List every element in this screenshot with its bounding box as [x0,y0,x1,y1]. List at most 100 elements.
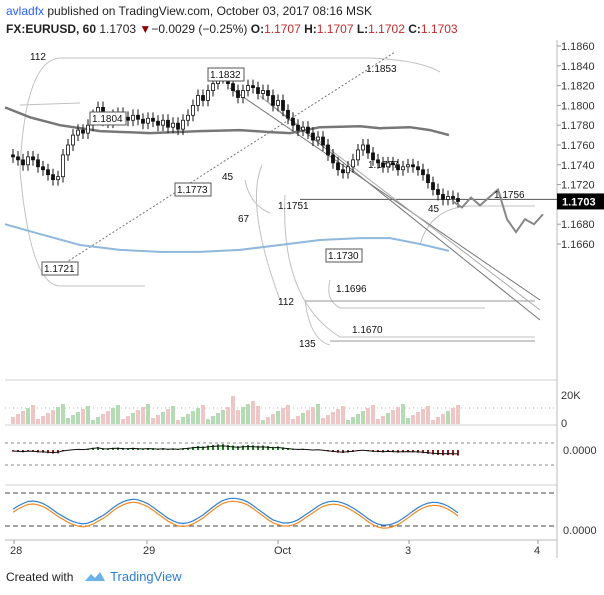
close-value: 1.1703 [420,22,458,36]
volume-bar [226,407,230,424]
candle-body [161,119,165,126]
volume-bar [31,405,35,424]
volume-bar [421,409,425,424]
candle-body [411,164,415,168]
volume-bar [26,408,30,424]
candle-body [81,129,85,134]
candle-body [391,162,395,166]
candle-body [351,159,355,168]
volume-bar [196,408,200,424]
volume-bar [411,415,415,424]
current-price-tag [557,193,604,210]
volume-bar [301,413,305,424]
down-arrow-icon: ▼ [139,22,152,36]
candle-body [311,132,315,141]
price-tick-label: 1.1680 [561,219,595,231]
volume-bar [236,410,240,424]
candle-body [236,90,240,98]
volume-bar [371,405,375,424]
publish-text: published on TradingView.com, October 03… [47,4,373,18]
volume-bar [311,407,315,424]
candle-body [71,134,75,146]
volume-bar [66,418,70,424]
candle-body [266,90,270,96]
volume-bar [106,411,110,424]
volume-bar [131,413,135,424]
cycle-label: 45 [428,204,440,215]
price-label: 1.1777 [368,160,399,171]
ma-dark-line [4,106,450,137]
price-axis[interactable]: 1.1860 1.1840 1.1820 1.1800 1.1780 1.1760 1.17… [557,41,604,251]
price-change: −0.0029 (−0.25%) [151,22,248,36]
time-axis[interactable]: 28 29 Oct 3 4 [10,540,540,557]
candle-body [211,83,215,91]
candle-body [356,149,360,161]
moving-averages [4,106,450,253]
projection-path [452,187,544,234]
candle-body [396,164,400,171]
cycle-curve [419,205,535,246]
current-price-label: 1.1703 [562,196,596,208]
volume-bar [176,420,180,424]
volume-bar [351,417,355,424]
candle-body [376,159,380,164]
time-label: 4 [534,545,540,557]
candle-body [281,100,285,111]
candle-body [331,154,335,164]
volume-bar [296,416,300,424]
time-label: 3 [405,545,411,557]
high-value: 1.1707 [316,22,354,36]
volume-bar [426,406,430,424]
volume-bar [286,405,290,424]
candle-body [321,136,325,146]
volume-bar [386,413,390,424]
indicator-panels: 20K 0 0.0000 0.0000 [5,390,597,537]
volume-bar [186,414,190,424]
tradingview-cloud-icon[interactable] [83,569,107,583]
volume-bar [271,414,275,424]
candle-body [66,144,70,156]
volume-bar [116,405,120,424]
price-tick-label: 1.1840 [561,61,595,73]
projection-line [452,187,544,234]
price-label: 1.1832 [210,70,241,81]
low-label: L: [356,22,369,36]
candle-body [316,136,320,141]
publish-info: avladfx published on TradingView.com, Oc… [6,3,372,19]
candle-body [371,152,375,161]
volume-bar [46,413,50,424]
candle-body [176,122,180,130]
volume-bar [171,406,175,424]
volume-bar [16,414,20,424]
candle-body [416,166,420,171]
candle-body [26,156,30,166]
volume-bar [21,411,25,424]
price-label: 1.1696 [336,284,367,295]
candle-body [291,117,295,126]
volume-bar [146,404,150,424]
time-label: 28 [10,545,22,557]
price-label: 1.1751 [278,201,309,212]
time-label: Oct [274,545,291,557]
volume-bar [91,420,95,424]
price-chart[interactable]: 1.1721 1.1804 1.1773 1.1832 1.1853 1.1777 1.17… [0,40,604,566]
candle-body [261,90,265,94]
candle-body [21,159,25,166]
price-label-box [207,67,245,82]
author-link[interactable]: avladfx [6,4,45,18]
volume-bar [446,411,450,424]
volume-bar [291,419,295,424]
volume-bar [246,404,250,424]
close-label: C: [408,22,421,36]
candle-body [406,164,410,168]
candle-body [76,129,80,136]
candle-body [276,100,280,106]
cycle-curve [244,179,271,214]
tradingview-brand[interactable]: TradingView [110,569,182,584]
osc-tick-label: 0.0000 [563,525,597,537]
price-label: 1.1670 [352,325,383,336]
volume-bar [166,409,170,424]
volume-bar [231,396,235,424]
candle-body [346,166,350,174]
candle-body [231,83,235,91]
